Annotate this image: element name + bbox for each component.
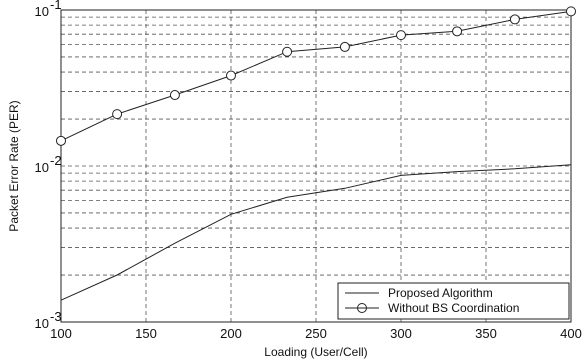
legend: Proposed Algorithm Without BS Coordinati… (337, 282, 570, 320)
y-tick-base: 10 (35, 4, 49, 19)
plot-frame (60, 9, 572, 323)
data-point-without-bs-coordination (396, 30, 406, 41)
data-point-without-bs-coordination (339, 41, 350, 52)
grid (61, 10, 571, 322)
series-lines (60, 10, 572, 301)
y-tick-exponent: -3 (50, 309, 62, 324)
x-tick-label: 200 (220, 326, 242, 341)
y-tick-label: 10 -3 (35, 309, 62, 331)
x-tick-label: 250 (305, 326, 327, 341)
data-point-without-bs-coordination (56, 135, 66, 146)
series-line-without-bs-coordination (60, 10, 572, 142)
y-tick-base: 10 (35, 316, 49, 331)
x-tick-label: 350 (475, 326, 497, 341)
y-tick-label: 10 -1 (35, 0, 62, 19)
x-tick-label: 150 (135, 326, 157, 341)
y-tick-labels: 10-310-210-1 (35, 0, 62, 331)
legend-marker-without-bs (357, 303, 367, 313)
x-tick-labels: 100 150 200 250 300 350 400 (50, 326, 582, 341)
y-tick-label: 10 -2 (35, 153, 62, 175)
legend-label-proposed: Proposed Algorithm (388, 286, 493, 300)
series-markers (56, 6, 576, 146)
y-tick-exponent: -1 (50, 0, 62, 12)
data-point-without-bs-coordination (169, 90, 180, 101)
legend-label-without-bs: Without BS Coordination (388, 301, 519, 315)
x-tick-label: 300 (390, 326, 412, 341)
data-point-without-bs-coordination (112, 109, 123, 120)
y-tick-base: 10 (35, 160, 49, 175)
legend-box (337, 282, 570, 320)
x-axis-label: Loading (User/Cell) (264, 345, 367, 359)
series-line-proposed-algorithm (60, 164, 572, 301)
data-point-without-bs-coordination (566, 6, 576, 17)
data-point-without-bs-coordination (282, 46, 293, 57)
data-point-without-bs-coordination (509, 14, 520, 25)
data-point-without-bs-coordination (226, 70, 236, 81)
y-tick-exponent: -2 (50, 153, 62, 168)
y-axis-label: Packet Error Rate (PER) (7, 100, 21, 231)
data-point-without-bs-coordination (452, 26, 463, 37)
x-tick-label: 400 (560, 326, 582, 341)
x-tick-label: 100 (50, 326, 72, 341)
